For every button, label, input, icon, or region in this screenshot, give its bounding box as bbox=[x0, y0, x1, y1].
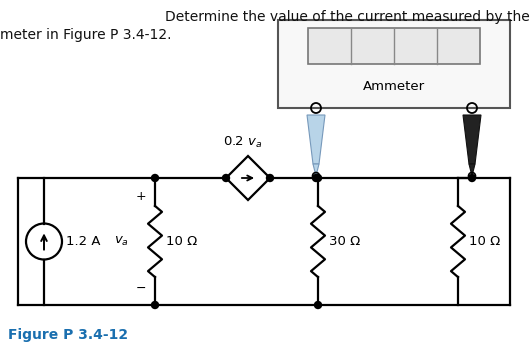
Circle shape bbox=[314, 302, 322, 309]
Polygon shape bbox=[307, 115, 325, 164]
Text: −: − bbox=[136, 282, 146, 295]
FancyBboxPatch shape bbox=[278, 20, 510, 108]
Text: 0.2 $v_a$: 0.2 $v_a$ bbox=[223, 135, 263, 150]
Circle shape bbox=[152, 174, 158, 181]
Polygon shape bbox=[313, 164, 319, 176]
Text: +: + bbox=[136, 190, 146, 203]
Circle shape bbox=[469, 174, 475, 181]
Polygon shape bbox=[463, 115, 481, 164]
Text: Determine the value of the current measured by the: Determine the value of the current measu… bbox=[165, 10, 530, 24]
Circle shape bbox=[267, 174, 273, 181]
Text: 30 Ω: 30 Ω bbox=[329, 235, 360, 248]
FancyBboxPatch shape bbox=[308, 28, 480, 64]
Text: $v_a$: $v_a$ bbox=[114, 235, 129, 248]
Polygon shape bbox=[469, 164, 475, 176]
Circle shape bbox=[314, 174, 322, 181]
Text: 1.2 A: 1.2 A bbox=[66, 235, 101, 248]
Text: meter in Figure P 3.4-12.: meter in Figure P 3.4-12. bbox=[0, 28, 172, 42]
Circle shape bbox=[223, 174, 229, 181]
Text: 10 Ω: 10 Ω bbox=[166, 235, 197, 248]
Text: Ammeter: Ammeter bbox=[363, 80, 425, 92]
Text: Figure P 3.4-12: Figure P 3.4-12 bbox=[8, 328, 128, 342]
Circle shape bbox=[152, 302, 158, 309]
Circle shape bbox=[313, 174, 320, 181]
Text: 10 Ω: 10 Ω bbox=[469, 235, 500, 248]
